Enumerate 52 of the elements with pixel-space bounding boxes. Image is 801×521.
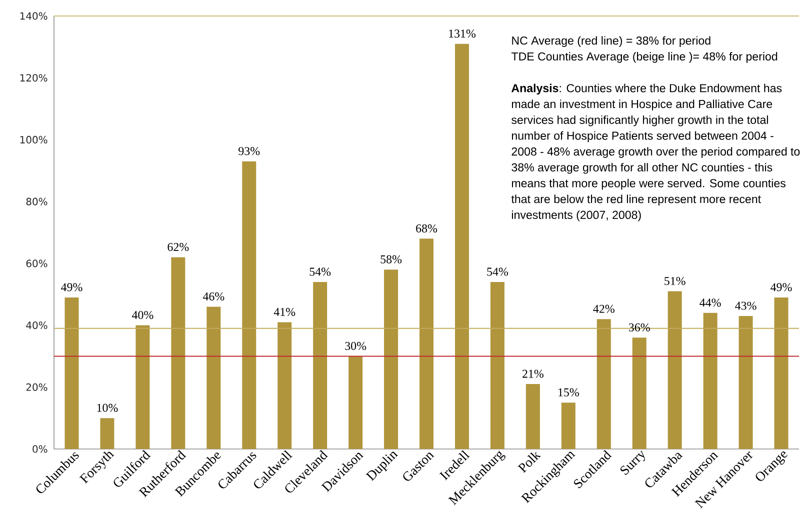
data-label: 131% (449, 30, 476, 38)
data-label: 30% (345, 342, 366, 350)
data-label: 10% (97, 404, 118, 412)
data-label: 46% (202, 292, 224, 301)
bar (526, 384, 540, 449)
bar (348, 356, 363, 449)
bar (738, 316, 753, 449)
bar (278, 322, 292, 449)
bar (774, 297, 788, 449)
data-label: 44% (700, 298, 721, 307)
y-tick-label: 0% (32, 445, 48, 453)
bar (632, 338, 646, 449)
data-label: 41% (274, 308, 296, 316)
bar (420, 238, 434, 449)
y-tick-label: 20% (26, 383, 48, 391)
bar (596, 319, 611, 449)
y-tick-label: 60% (26, 260, 48, 268)
data-label: 54% (310, 268, 331, 276)
annotation: NC Average (red line) = 38% for period (512, 36, 710, 47)
data-label: 42% (593, 304, 614, 313)
data-label: 68% (416, 224, 438, 232)
data-label: 62% (168, 242, 189, 252)
bar (384, 270, 398, 449)
y-tick-label: 120% (20, 74, 48, 82)
data-label: 58% (380, 255, 402, 264)
bar (561, 402, 576, 449)
annotation: TDE Counties Average (beige line )= 48% for period (511, 52, 778, 63)
data-label: 43% (735, 302, 756, 310)
bar (703, 312, 718, 449)
bar (206, 306, 221, 449)
bar (490, 282, 504, 449)
data-label: 40% (132, 310, 154, 320)
bar (171, 257, 186, 449)
y-tick-label: 100% (20, 136, 48, 144)
bar (668, 291, 682, 449)
data-label: 49% (770, 283, 792, 292)
data-label: 93% (238, 147, 260, 156)
bar (136, 325, 150, 449)
data-label: 49% (61, 283, 82, 292)
text: Analysis: Counties where the Duke Endowment has made an investment in Hospice and Palliative Care services had significantly higher growth in the total number of Hospice Patients served between 2004 - 2008 - 48% average growth over the period compared to 38% average growth for all other NC counties - this means that more people were served. Some counties that are below the red line represent more recent investments (2007, 2008) (511, 84, 800, 222)
data-label: 21% (522, 370, 544, 378)
data-label: 54% (487, 268, 508, 276)
bar (64, 297, 79, 449)
data-label: 15% (558, 388, 579, 396)
bar (100, 418, 114, 449)
bar (313, 282, 328, 449)
y-tick-label: 140% (20, 12, 48, 20)
y-tick-label: 80% (26, 198, 48, 206)
bar (454, 44, 469, 449)
data-label: 51% (664, 276, 686, 286)
y-tick-label: 40% (26, 322, 48, 330)
bar (242, 161, 256, 449)
